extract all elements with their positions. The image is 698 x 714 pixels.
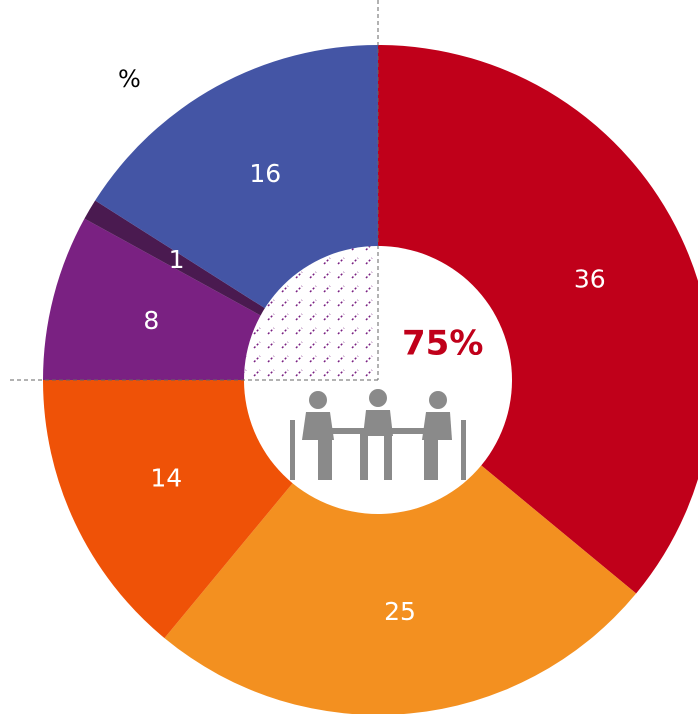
- value-label: 36: [574, 264, 606, 293]
- center-label: 75%: [402, 324, 483, 364]
- value-label: 8: [143, 306, 159, 335]
- unit-label: %: [118, 65, 141, 93]
- value-label: 25: [384, 597, 416, 626]
- value-label: 14: [150, 464, 182, 493]
- meeting-icon: [290, 389, 466, 480]
- slice: [378, 45, 698, 594]
- slice: [164, 380, 637, 714]
- hatched-quadrant: [244, 246, 378, 380]
- value-label: 16: [249, 159, 281, 188]
- value-label: 1: [169, 245, 185, 274]
